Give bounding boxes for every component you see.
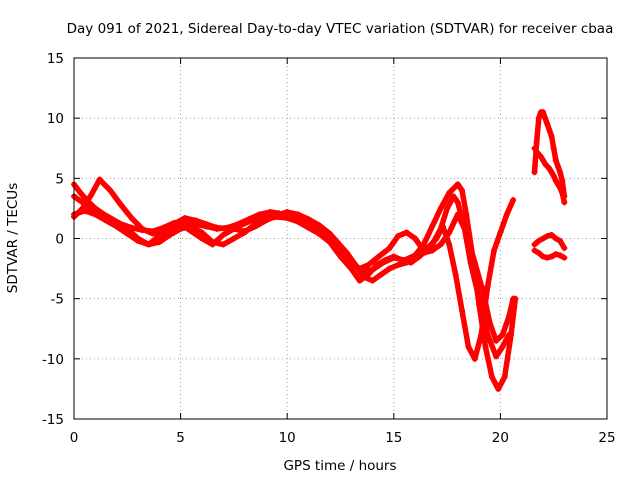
y-tick-label: 15	[47, 51, 64, 67]
data-point-run	[508, 295, 519, 338]
y-tick-label: 10	[47, 111, 64, 127]
data-point-run	[533, 115, 542, 145]
data-point-run	[484, 247, 497, 290]
data-point-run	[429, 205, 444, 230]
series-trace-c	[71, 193, 517, 362]
series-trace-f	[531, 145, 568, 206]
data-point-run	[557, 238, 568, 251]
data-point-run	[437, 190, 452, 212]
data-point-run	[557, 252, 568, 261]
y-tick-label: 5	[55, 171, 64, 187]
data-point-run	[446, 241, 459, 278]
data-point-run	[504, 197, 516, 218]
data-point-run	[472, 259, 487, 296]
x-tick-label: 15	[385, 430, 402, 446]
y-tick-label: 0	[55, 232, 64, 248]
data-point-run	[107, 187, 124, 208]
data-point-run	[559, 190, 568, 206]
data-point-run	[482, 344, 495, 380]
data-point-run	[486, 319, 499, 344]
data-point-run	[463, 229, 478, 266]
y-tick-label: -5	[51, 292, 64, 308]
data-point-run	[480, 289, 493, 326]
x-tick-label: 0	[70, 430, 79, 446]
data-point-run	[472, 332, 484, 362]
data-point-run	[491, 229, 504, 254]
x-tick-label: 25	[598, 430, 615, 446]
data-point-run	[327, 239, 344, 260]
data-point-run	[499, 332, 512, 350]
data-point-run	[467, 259, 482, 302]
data-point-run	[455, 211, 470, 236]
x-tick-label: 20	[492, 430, 509, 446]
axis-ticks: 0 5 10 15 20 25 -15 -10 -5 0 5 10 15	[42, 51, 616, 446]
series-trace-d	[71, 207, 517, 344]
chart-title: Day 091 of 2021, Sidereal Day-to-day VTE…	[67, 21, 614, 37]
y-tick-label: -10	[42, 352, 64, 368]
data-point-run	[459, 187, 470, 218]
data-series	[71, 109, 568, 392]
series-trace-b	[71, 176, 512, 360]
data-point-run	[459, 307, 472, 350]
series-trace-g	[531, 231, 568, 252]
data-point-run	[499, 313, 512, 338]
data-point-run	[497, 211, 510, 236]
data-point-run	[420, 223, 435, 248]
x-axis-label: GPS time / hours	[283, 458, 396, 474]
x-tick-label: 10	[279, 430, 296, 446]
data-point-run	[118, 202, 135, 221]
y-axis-label: SDTVAR / TECUs	[5, 183, 21, 293]
x-tick-label: 5	[176, 430, 185, 446]
data-point-run	[484, 332, 499, 360]
data-point-run	[506, 295, 516, 320]
data-point-run	[501, 332, 514, 380]
series-trace-h	[531, 247, 568, 261]
data-point-run	[88, 176, 103, 198]
y-tick-label: -15	[42, 412, 64, 428]
data-point-run	[452, 271, 465, 314]
